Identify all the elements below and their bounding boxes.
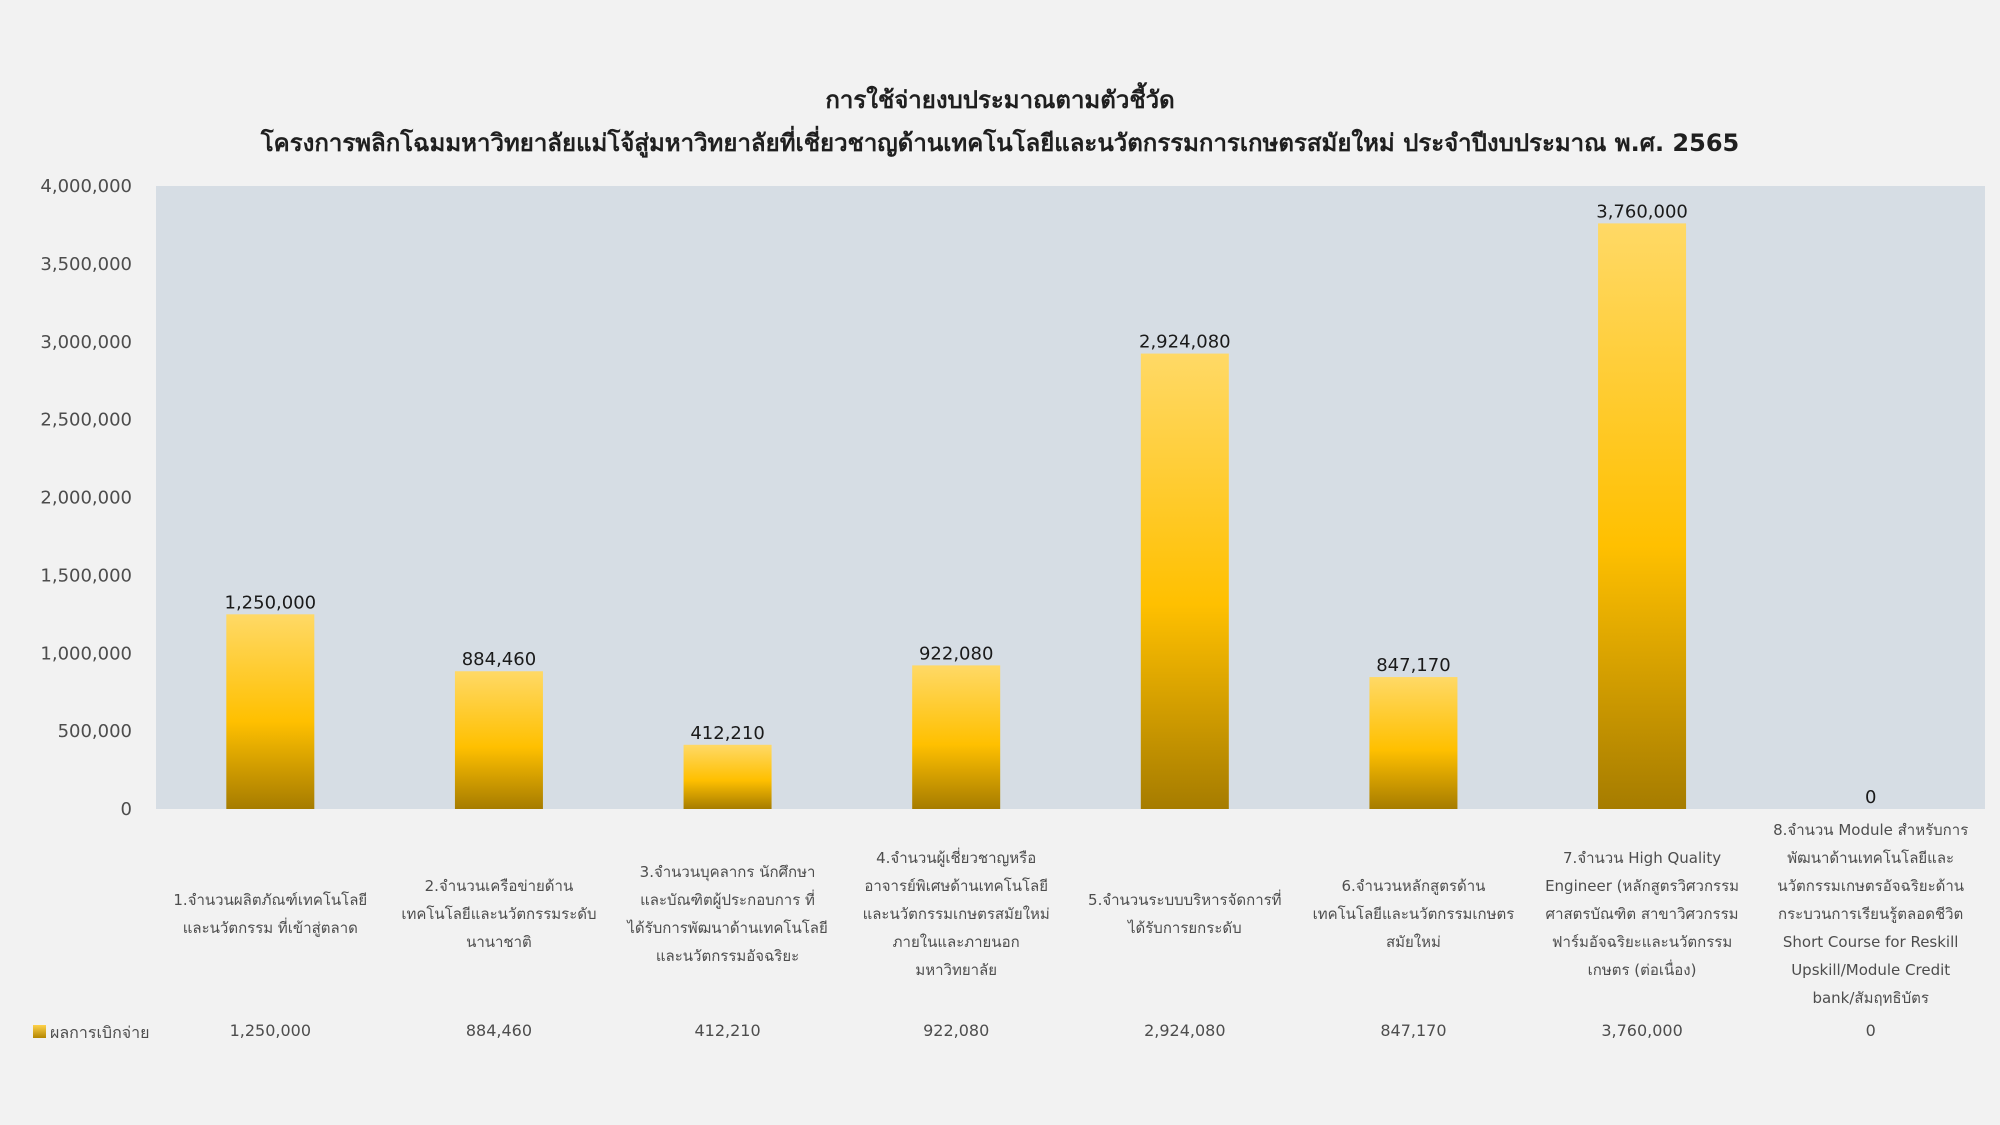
category-label: 6.จำนวนหลักสูตรด้าน เทคโนโลยีและนวัตกรรมเ… [1312, 877, 1515, 951]
category-label: 1.จำนวนผลิตภัณฑ์เทคโนโลยี และนวัตกรรม ที่… [173, 891, 368, 937]
y-tick-label: 2,000,000 [40, 488, 132, 509]
table-value: 847,170 [1380, 1021, 1447, 1040]
bar [1140, 353, 1229, 809]
bar-series [226, 223, 1687, 809]
y-tick-label: 1,000,000 [40, 643, 132, 664]
table-value: 884,460 [465, 1021, 533, 1040]
y-tick-label: 0 [121, 799, 132, 820]
category-label: 4.จำนวนผู้เชี่ยวชาญหรือ อาจารย์พิเศษด้านเ… [862, 849, 1050, 979]
bar [1369, 677, 1458, 809]
bar [683, 744, 772, 809]
legend-key [33, 1025, 46, 1038]
table-value: 2,924,080 [1144, 1021, 1226, 1040]
category-label: 7.จำนวน High Quality Engineer (หลักสูตรวิ… [1545, 849, 1740, 979]
chart-title-line1: การใช้จ่ายงบประมาณตามตัวชี้วัด [825, 81, 1174, 114]
category-label: 3.จำนวนบุคลากร นักศึกษา และบัณฑิตผู้ประกอ… [627, 863, 828, 965]
y-tick-label: 2,500,000 [40, 410, 132, 431]
y-tick-label: 3,000,000 [40, 332, 132, 353]
plot-area [156, 186, 1985, 809]
data-label: 2,924,080 [1139, 332, 1231, 353]
chart-title-line2: โครงการพลิกโฉมมหาวิทยาลัยแม่โจ้สู่มหาวิท… [260, 125, 1739, 158]
table-value: 3,760,000 [1601, 1021, 1683, 1040]
y-tick-label: 4,000,000 [40, 176, 132, 197]
y-axis: 0 500,000 1,000,000 1,500,000 2,000,000 2,500… [40, 176, 132, 820]
table-value: 412,210 [694, 1021, 761, 1040]
data-label: 3,760,000 [1596, 201, 1688, 222]
data-label: 847,170 [1376, 655, 1450, 676]
data-label: 0 [1865, 787, 1876, 808]
data-label: 1,250,000 [225, 592, 317, 613]
y-tick-label: 500,000 [58, 721, 132, 742]
data-labels: 1,250,000 884,460 412,210 922,080 2,924,080 8… [225, 201, 1877, 808]
y-tick-label: 3,500,000 [40, 254, 132, 275]
data-label: 922,080 [919, 643, 993, 664]
y-tick-label: 1,500,000 [40, 565, 132, 586]
bar [226, 614, 315, 809]
bar [454, 671, 543, 809]
legend-label: ผลการเบิกจ่าย [50, 1023, 150, 1042]
category-label: 2.จำนวนเครือข่ายด้าน เทคโนโลยีและนวัตกรรม… [401, 877, 597, 951]
table-value: 1,250,000 [229, 1021, 312, 1040]
data-label: 412,210 [690, 723, 764, 744]
bar [912, 665, 1001, 809]
table-value: 922,080 [923, 1021, 990, 1040]
category-label: 8.จำนวน Module สำหรับการ พัฒนาด้านเทคโนโล… [1773, 821, 1969, 1007]
data-label: 884,460 [462, 649, 536, 670]
bar [1598, 223, 1687, 809]
table-value: 0 [1865, 1021, 1876, 1040]
category-label: 5.จำนวนระบบบริหารจัดการที่ ได้รับการยกระด… [1088, 891, 1282, 937]
